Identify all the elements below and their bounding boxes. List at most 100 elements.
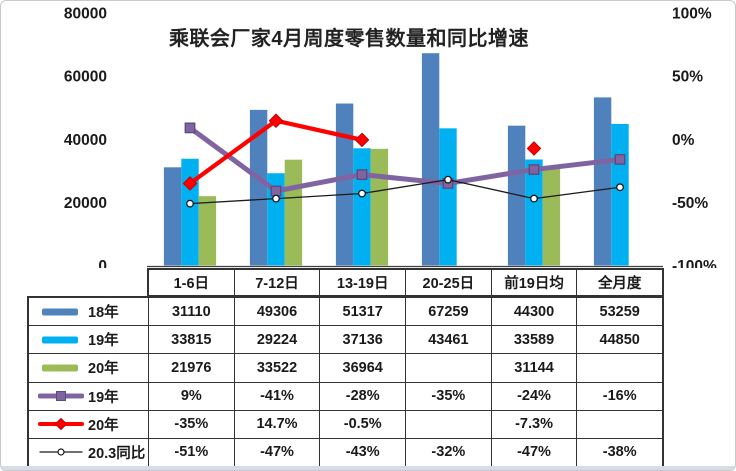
right-axis-tick-label: 50%: [672, 69, 703, 86]
bar-20年-7-12日: [284, 159, 303, 266]
value-cell: -35%: [149, 410, 235, 438]
legend-diamond-marker-icon: [54, 418, 68, 431]
marker-circle-20.3同比-1-6日: [186, 199, 194, 208]
chart-title: 乘联会厂家4月周度零售数量和同比增速: [168, 28, 530, 50]
combo-chart: 80000 100% 60000 50% 40000 0% 20000 -50% 0 -100%: [64, 6, 717, 269]
bar-18年-1-6日: [163, 167, 182, 266]
value-cell: 67259: [406, 298, 492, 326]
value-cell: 14.7%: [235, 410, 321, 438]
value-cell: -32%: [406, 438, 492, 467]
bar-18年-20-25日: [421, 53, 440, 266]
series-legend-cell: 20年: [29, 410, 149, 438]
value-cell: -47%: [492, 438, 578, 467]
value-cell: -0.5%: [320, 410, 407, 438]
value-cell: 33522: [235, 354, 321, 382]
value-cell: 37136: [320, 326, 407, 354]
bar-20年-13-19日: [370, 148, 389, 266]
right-axis-tick-label: 0%: [672, 132, 695, 149]
window-bottom-edge: [1, 466, 735, 470]
value-cell: 44300: [492, 298, 578, 326]
value-cell: -43%: [320, 438, 407, 467]
table-row: 20年 -35% 14.7% -0.5% -7.3%: [29, 410, 662, 439]
marker-circle-20.3同比-13-19日: [358, 189, 366, 198]
legend-bar-icon: [42, 308, 78, 316]
bar-19年-前19日均: [525, 159, 543, 266]
series-label: 18年: [88, 305, 119, 322]
series-label: 19年: [88, 389, 119, 406]
left-axis-tick-label: 0: [98, 258, 107, 268]
bar-20年-前19日均: [542, 167, 561, 266]
column-header-6: 全月度: [597, 276, 642, 292]
marker-diamond-20年-1-6日: [182, 176, 198, 191]
bar-20年-1-6日: [198, 196, 217, 266]
marker-square-19年-前19日均: [528, 164, 540, 175]
left-axis-tick-label: 40000: [64, 132, 107, 149]
table-row: 19年 33815 29224 37136 43461 33589 44850: [29, 326, 662, 355]
left-axis-tick-label: 80000: [64, 6, 107, 23]
marker-square-19年-1-6日: [184, 122, 196, 134]
value-cell: -41%: [235, 382, 321, 410]
series-label: 20年: [88, 417, 119, 434]
line-legend-swatch-icon: [39, 448, 83, 457]
bar-legend-swatch-icon: [42, 364, 78, 372]
table-row: 19年 9% -41% -28% -35% -24% -16%: [29, 382, 662, 411]
column-header-1: 1-6日: [149, 270, 235, 295]
series-label: 19年: [88, 333, 119, 350]
value-cell: 21976: [149, 354, 235, 382]
series-legend-cell: 18年: [29, 298, 149, 326]
right-axis-tick-label: -100%: [672, 258, 717, 268]
right-axis-tick-label: 100%: [672, 6, 712, 23]
value-cell: -51%: [149, 438, 235, 467]
value-cell: 33815: [149, 326, 235, 354]
line-series-20.3同比: [189, 178, 621, 205]
value-cell: 44850: [599, 331, 640, 348]
marker-diamond-20年-13-19日: [354, 132, 370, 148]
marker-square-19年-13-19日: [356, 169, 368, 180]
value-cell: [577, 411, 662, 438]
column-header-5: 前19日均: [492, 270, 578, 295]
series-legend-cell: 19年: [29, 382, 149, 410]
value-cell: -38%: [602, 444, 637, 461]
value-cell: 31144: [492, 354, 578, 382]
marker-diamond-20年-7-12日: [268, 113, 284, 128]
bar-18年-前19日均: [507, 125, 526, 266]
table-header-row: 1-6日 7-12日 13-19日 20-25日 前19日均 全月度: [147, 268, 664, 297]
value-cell: -28%: [320, 382, 407, 410]
bar-19年-13-19日: [353, 148, 371, 266]
value-cell: -24%: [492, 382, 578, 410]
column-header-3: 13-19日: [320, 270, 407, 295]
column-header-2: 7-12日: [235, 270, 321, 295]
value-cell: [577, 354, 662, 381]
series-legend-cell: 20年: [29, 354, 149, 382]
table-row: 20年 21976 33522 36964 31144: [29, 354, 662, 383]
value-cell: -35%: [406, 382, 492, 410]
value-cell: 9%: [149, 382, 235, 410]
right-axis-tick-label: -50%: [672, 195, 708, 212]
series-label: 20年: [88, 361, 119, 378]
data-table: 18年 31110 49306 51317 67259 44300 53259 19年 3381…: [27, 296, 664, 468]
column-header-4: 20-25日: [406, 270, 492, 295]
value-cell: 51317: [320, 298, 407, 326]
marker-square-19年-7-12日: [270, 185, 282, 197]
table-row: 20.3同比 -51% -47% -43% -32% -47% -38%: [29, 438, 662, 467]
legend-square-marker-icon: [56, 391, 66, 402]
marker-circle-20.3同比-前19日均: [530, 194, 538, 203]
value-cell: -7.3%: [492, 410, 578, 438]
value-cell: 31110: [149, 298, 235, 326]
marker-circle-20.3同比-20-25日: [444, 175, 452, 184]
bar-19年-全月度: [611, 123, 629, 266]
value-cell: 29224: [235, 326, 321, 354]
line-series-19年: [187, 125, 623, 194]
series-legend-cell: 20.3同比: [29, 438, 149, 467]
legend-circle-marker-icon: [57, 448, 65, 457]
bar-19年-1-6日: [181, 158, 199, 266]
marker-circle-20.3同比-7-12日: [272, 194, 280, 203]
value-cell: 49306: [235, 298, 321, 326]
value-cell: -47%: [235, 438, 321, 467]
left-axis-tick-label: 20000: [64, 195, 107, 212]
bar-legend-swatch-icon: [42, 308, 78, 316]
marker-square-19年-全月度: [614, 154, 626, 165]
legend-bar-icon: [42, 364, 78, 372]
legend-bar-icon: [42, 336, 78, 344]
